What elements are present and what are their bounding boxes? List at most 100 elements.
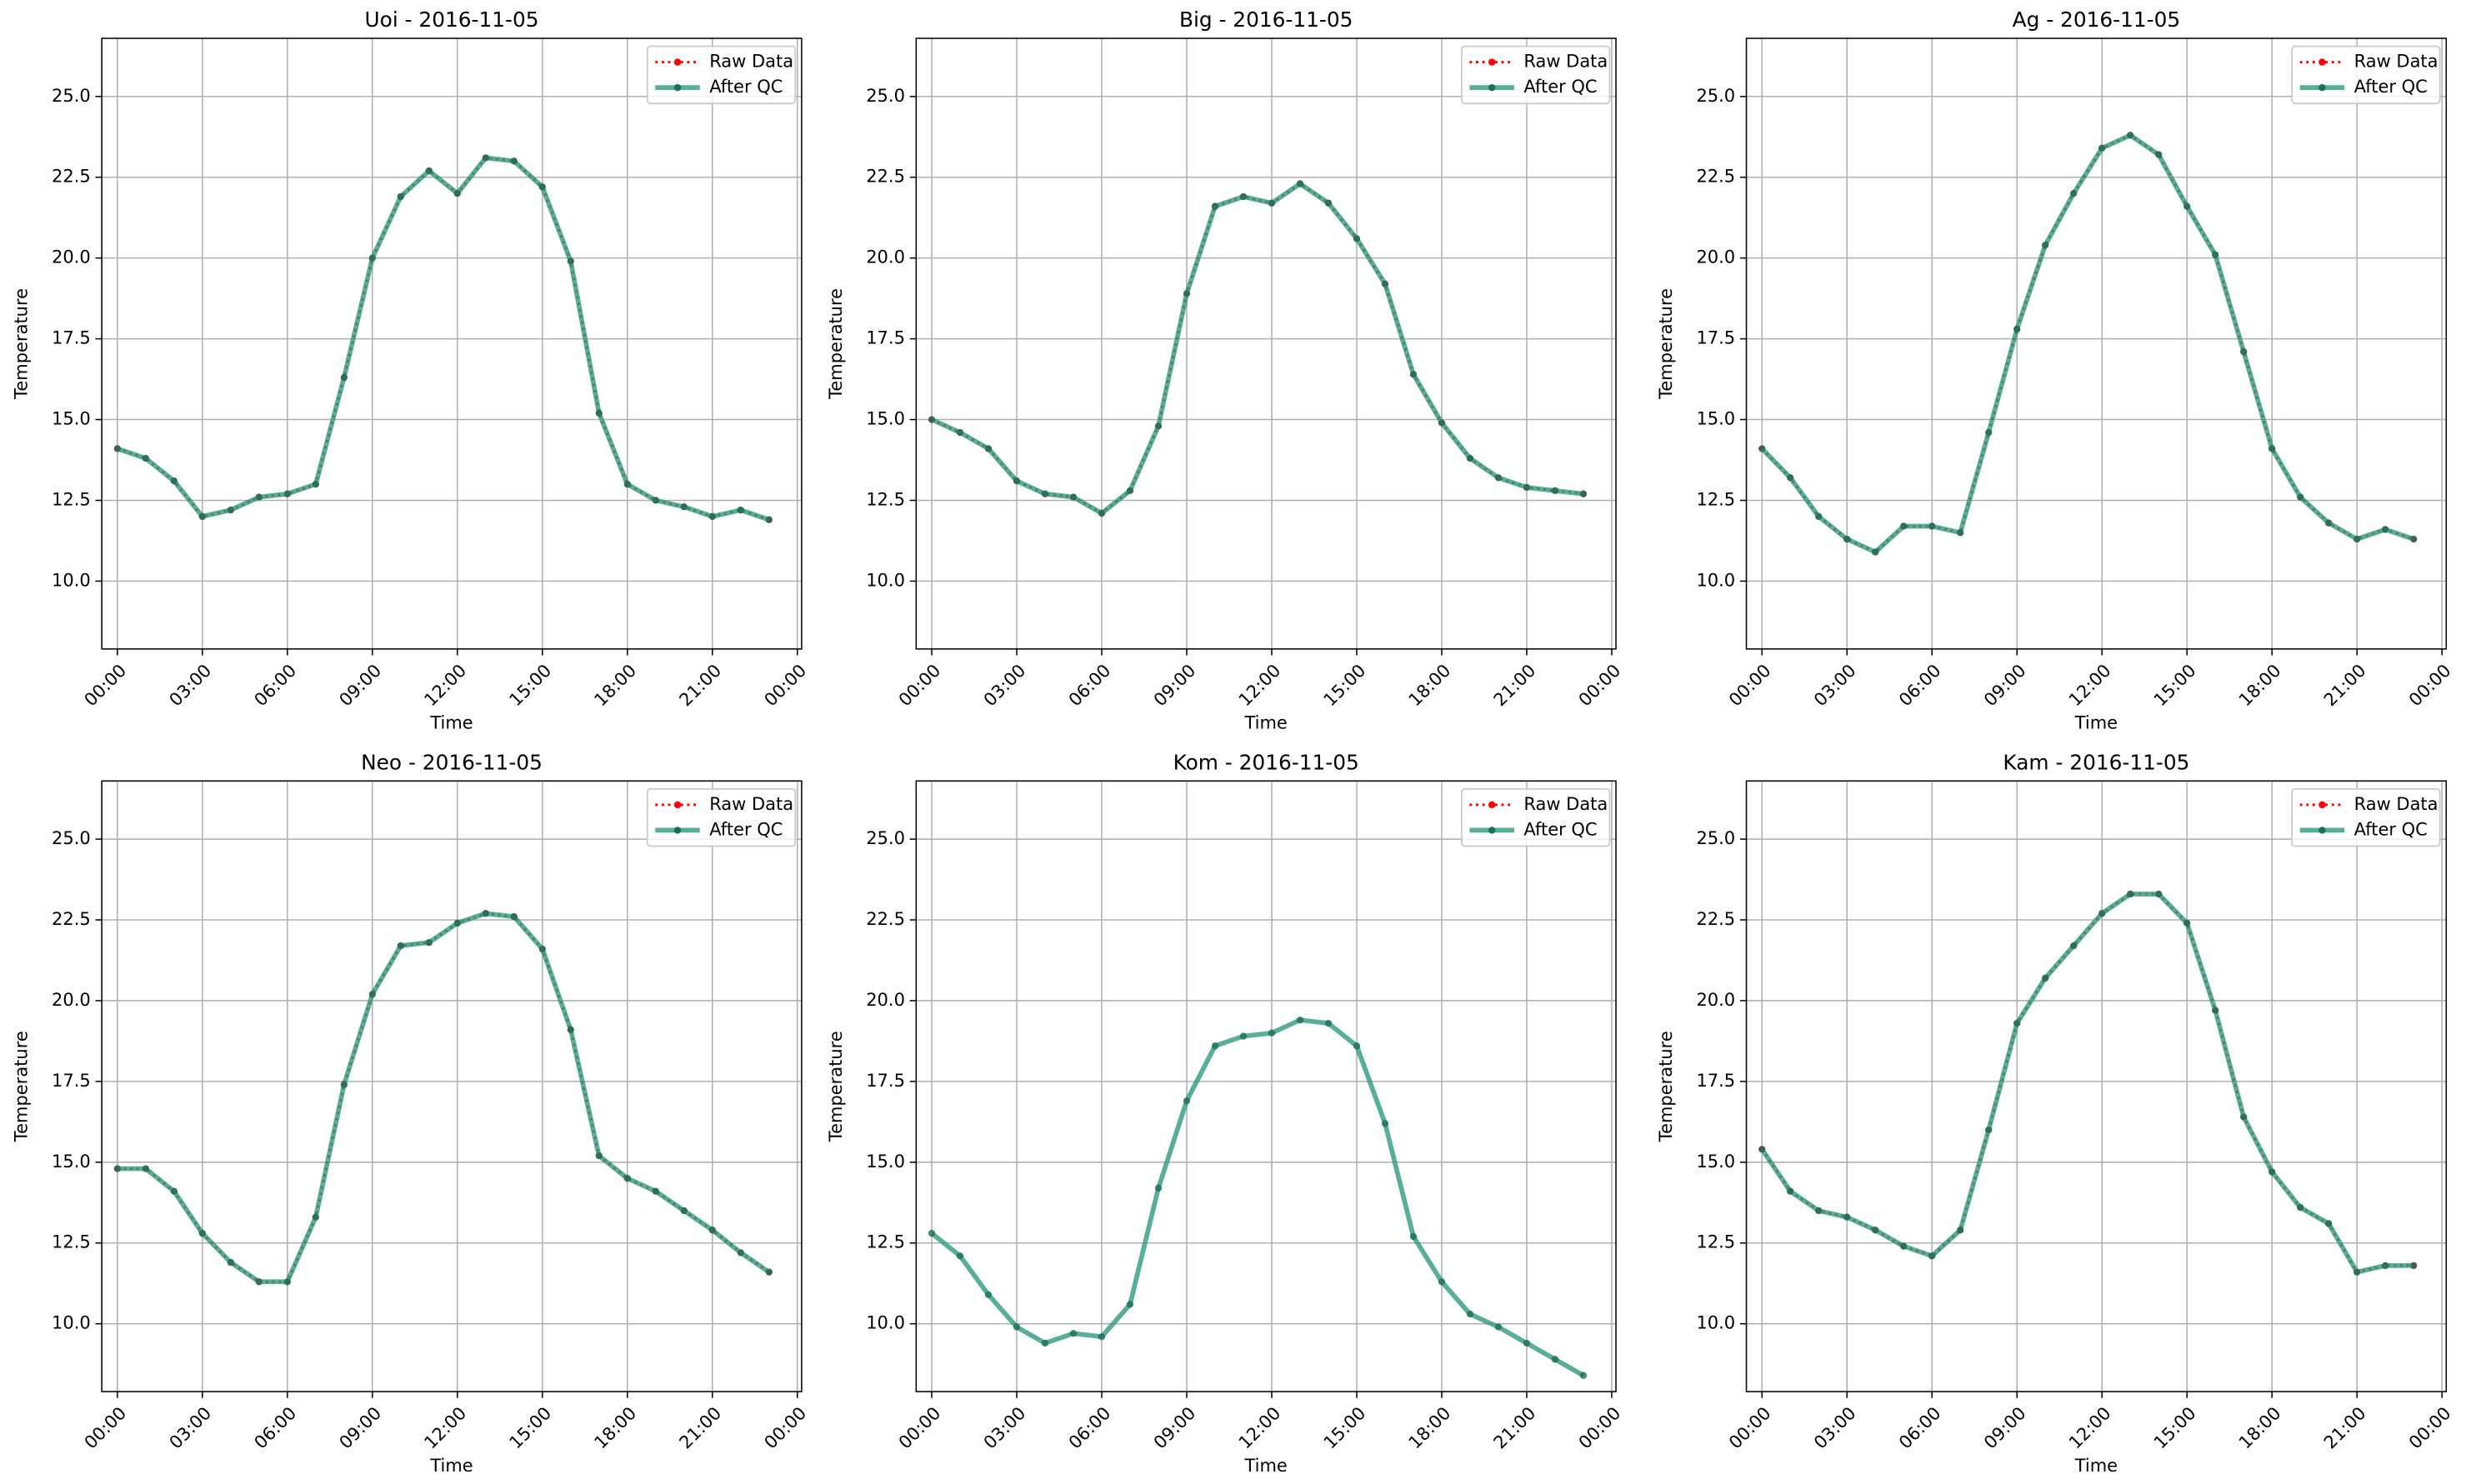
qc-point [453,189,462,197]
qc-point [1900,1242,1908,1250]
legend-label: Raw Data [2354,794,2438,814]
y-tick-label: 22.5 [52,167,91,187]
qc-point [567,1026,575,1034]
y-axis-label: Temperature [12,288,32,400]
axes-frame [101,780,803,1392]
y-tick-label: 12.5 [1696,489,1735,509]
qc-point [595,1152,603,1160]
legend-label: After QC [2354,819,2428,839]
qc-point [1957,529,1964,537]
qc-point [1409,1232,1418,1241]
y-tick-label: 10.0 [866,570,905,590]
legend-label: After QC [709,819,783,839]
qc-point [397,942,405,950]
y-tick-label: 10.0 [52,570,91,590]
qc-point [595,409,603,417]
y-tick-label: 20.0 [866,990,905,1010]
qc-point [198,512,207,521]
qc-point [1758,445,1766,452]
qc-point [2070,189,2078,197]
x-axis-label: Time [2074,713,2118,733]
legend-label: After QC [2354,77,2428,97]
qc-point [1211,202,1219,210]
qc-point [340,373,348,382]
qc-point [956,428,964,437]
qc-point [1183,1097,1191,1105]
qc-point [2268,445,2276,452]
qc-point [1239,192,1248,201]
qc-line [116,155,770,522]
y-tick-label: 17.5 [1696,328,1735,348]
chart-title: Big - 2016-11-05 [1179,7,1353,32]
axes-frame [915,37,1617,650]
qc-point [1069,1330,1078,1337]
x-axis-label: Time [429,1456,473,1476]
y-tick-label: 15.0 [52,409,91,429]
x-axis-label: Time [1243,713,1287,733]
qc-point [2042,241,2049,249]
qc-point [623,1175,632,1182]
qc-point [255,1278,263,1286]
qc-point [1296,180,1304,187]
qc-point [1900,522,1908,530]
qc-point [2268,1168,2276,1176]
y-tick-label: 25.0 [52,828,91,848]
qc-point [1183,290,1191,297]
qc-point [1154,1184,1163,1192]
qc-line [1760,132,2415,555]
y-tick-label: 22.5 [1696,909,1735,929]
legend-marker [673,827,682,834]
qc-point [2240,347,2248,356]
qc-point [1013,477,1021,485]
y-tick-label: 15.0 [52,1152,91,1172]
y-axis-label: Temperature [1656,288,1676,400]
qc-point [2183,919,2191,927]
qc-point [340,1081,348,1088]
chart-title: Ag - 2016-11-05 [2013,7,2181,32]
qc-point [538,945,547,953]
qc-point [2070,942,2078,950]
y-tick-label: 20.0 [52,247,91,267]
qc-point [2127,132,2134,139]
chart-title: Neo - 2016-11-05 [361,750,543,774]
qc-point [1579,490,1588,497]
qc-point [1551,487,1559,495]
qc-point [1324,199,1333,207]
qc-point [2127,890,2134,898]
qc-point [1438,419,1446,427]
axes-frame [915,780,1617,1392]
qc-point [113,1165,122,1172]
qc-point [2212,251,2219,258]
qc-point [1466,454,1474,462]
qc-point [2353,1268,2361,1276]
legend-marker [2318,83,2326,92]
legend-marker [1488,58,1496,66]
qc-point [2013,325,2021,333]
qc-point [1409,371,1418,378]
qc-point [2297,493,2304,501]
y-tick-label: 12.5 [1696,1232,1735,1252]
qc-point [2409,1262,2418,1270]
qc-point [1041,1339,1049,1347]
qc-point [1523,483,1531,492]
qc-point [623,480,632,488]
y-tick-label: 12.5 [866,1232,905,1252]
y-tick-label: 22.5 [52,909,91,929]
legend-label: After QC [709,77,783,97]
legend-label: Raw Data [1523,794,1608,814]
qc-point [1787,1187,1794,1195]
qc-point [397,192,405,201]
qc-point [1815,1207,1823,1215]
qc-point [482,154,490,162]
qc-point [2324,1220,2333,1227]
qc-point [2098,910,2106,917]
qc-point [680,1207,688,1215]
y-tick-label: 17.5 [1696,1071,1735,1091]
y-tick-label: 20.0 [52,990,91,1010]
legend-label: After QC [1523,77,1597,97]
qc-point [113,445,122,452]
y-tick-label: 17.5 [866,1071,905,1091]
qc-point [737,506,744,514]
qc-point [1154,422,1163,430]
qc-point [2183,202,2191,210]
